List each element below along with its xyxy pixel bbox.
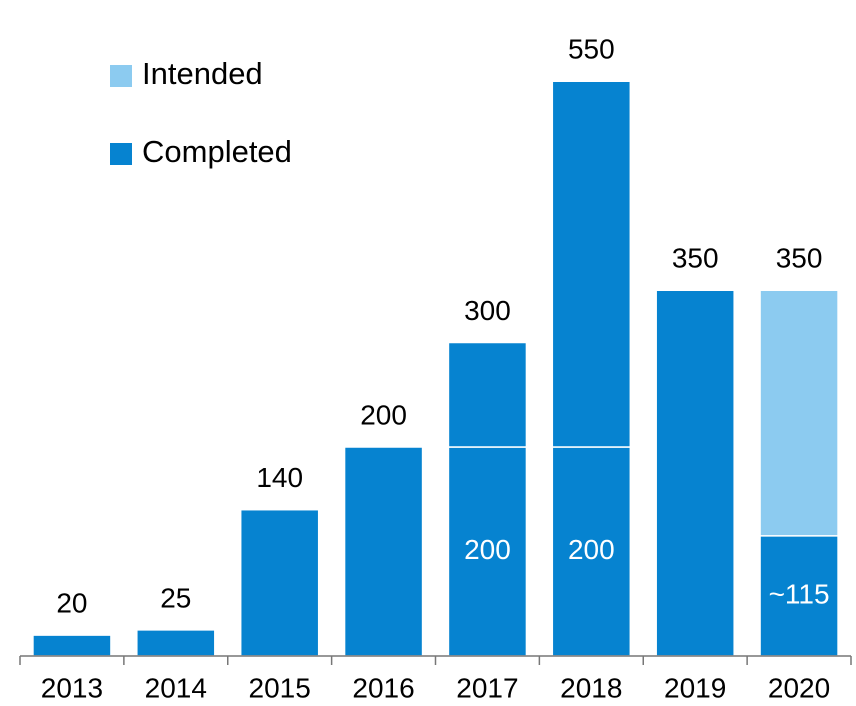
bar-segment (239, 508, 320, 657)
value-label: 200 (568, 534, 615, 565)
total-label: 200 (360, 399, 407, 430)
x-tick-label: 2016 (352, 672, 414, 703)
total-label: 140 (256, 462, 303, 493)
legend-swatch (110, 65, 132, 87)
bar-segment (759, 289, 839, 537)
bar-segment (447, 446, 528, 657)
legend-label: Intended (142, 56, 263, 91)
bar-segment (343, 446, 424, 657)
x-tick-label: 2014 (145, 672, 207, 703)
bar-segment (551, 446, 632, 657)
bar-segment (136, 629, 216, 657)
value-label: 200 (464, 534, 511, 565)
total-label: 300 (464, 295, 511, 326)
bar-segment (655, 289, 735, 657)
legend-swatch (110, 143, 132, 165)
bar-segment (551, 80, 632, 448)
x-tick-label: 2019 (664, 672, 726, 703)
total-label: 550 (568, 34, 615, 65)
x-tick-label: 2015 (249, 672, 311, 703)
bar-segment (32, 634, 112, 657)
total-label: 350 (776, 243, 823, 274)
legend-label: Completed (142, 134, 292, 169)
total-label: 20 (56, 587, 87, 618)
x-tick-label: 2020 (768, 672, 830, 703)
x-tick-label: 2017 (456, 672, 518, 703)
total-label: 350 (672, 243, 719, 274)
bar-segment (447, 341, 528, 448)
legend: Intended Completed (110, 56, 292, 169)
value-label: ~115 (769, 578, 830, 609)
x-tick-label: 2018 (560, 672, 622, 703)
x-tick-label: 2013 (41, 672, 103, 703)
total-label: 25 (160, 582, 191, 613)
